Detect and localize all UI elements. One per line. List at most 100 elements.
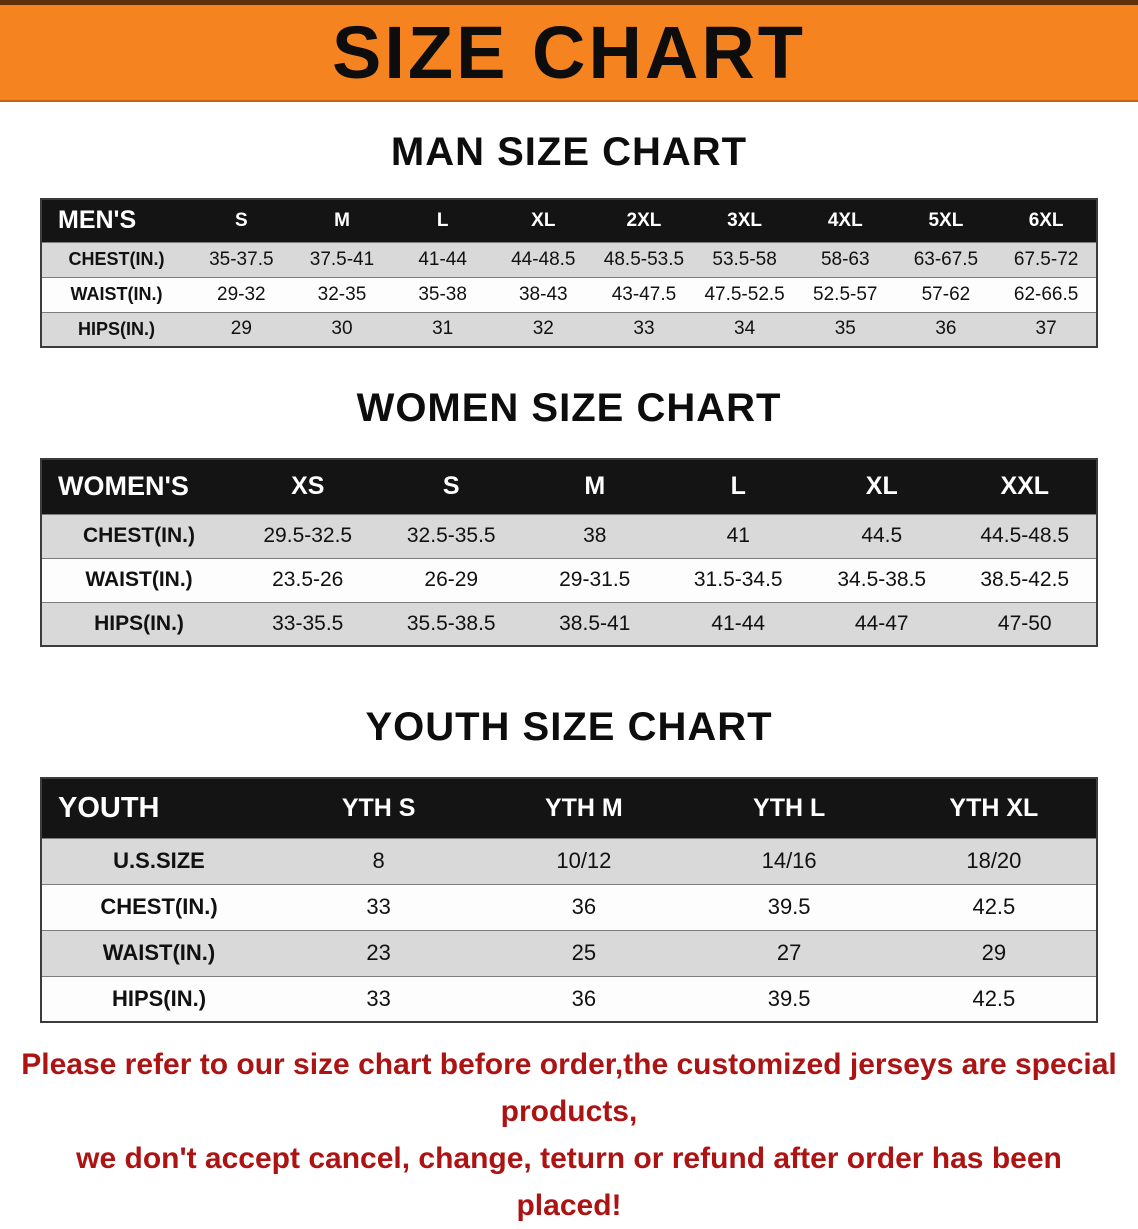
table-cell: 14/16 [686,837,892,884]
row-label: CHEST(IN.) [41,513,236,558]
table-cell: 32.5-35.5 [379,513,523,558]
table-cell: 35-37.5 [191,241,292,277]
size-table: WOMEN'S XS S M L XL XXL CHEST(IN.) 29.5-32.5 32.5… [40,458,1098,647]
column-header: L [392,199,493,242]
table-corner-label: WOMEN'S [41,459,236,514]
table-cell: 44.5 [810,513,954,558]
table-cell: 47-50 [953,601,1097,646]
womens-size-table: WOMEN'S XS S M L XL XXL CHEST(IN.) 29.5-32.5 32.5… [40,458,1098,647]
table-header-row: MEN'S S M L XL 2XL 3XL 4XL 5XL 6XL [41,199,1097,242]
table-corner-label: MEN'S [41,199,191,242]
table-cell: 37 [996,311,1097,347]
table-corner-label: YOUTH [41,778,276,838]
table-cell: 35 [794,311,896,347]
table-cell: 53.5-58 [694,241,795,277]
table-cell: 35-38 [392,276,493,312]
column-header: XXL [953,459,1097,514]
table-cell: 41-44 [392,241,493,277]
table-cell: 57-62 [895,276,997,312]
table-cell: 29.5-32.5 [236,513,380,558]
order-policy-line-1: Please refer to our size chart before or… [21,1048,1117,1128]
table-cell: 33 [276,883,482,930]
table-row: HIPS(IN.) 33-35.5 35.5-38.5 38.5-41 41-44 44-… [41,601,1097,646]
table-cell: 38-43 [492,276,594,312]
table-row: HIPS(IN.) 29 30 31 32 33 34 35 36 37 [41,311,1097,347]
column-header: M [291,199,393,242]
table-cell: 34 [694,311,795,347]
table-cell: 39.5 [686,975,892,1022]
table-cell: 67.5-72 [996,241,1097,277]
table-cell: 32 [492,311,594,347]
table-cell: 29-31.5 [523,557,667,602]
column-header: S [379,459,523,514]
table-cell: 33 [593,311,695,347]
table-cell: 44.5-48.5 [953,513,1097,558]
column-header: XL [492,199,594,242]
table-cell: 32-35 [291,276,393,312]
row-label: HIPS(IN.) [41,311,191,347]
table-row: CHEST(IN.) 33 36 39.5 42.5 [41,883,1097,930]
table-cell: 30 [291,311,393,347]
table-cell: 52.5-57 [794,276,896,312]
youth-size-table: YOUTH YTH S YTH M YTH L YTH XL U.S.SIZE 8 10/12… [40,777,1098,1023]
table-row: CHEST(IN.) 29.5-32.5 32.5-35.5 38 41 44.5 44.5… [41,513,1097,558]
table-row: CHEST(IN.) 35-37.5 37.5-41 41-44 44-48.5 48.5… [41,241,1097,277]
womens-section-heading: WOMEN SIZE CHART [356,386,782,430]
column-header: XS [236,459,380,514]
column-header: S [191,199,292,242]
table-cell: 31 [392,311,493,347]
table-cell: 41 [666,513,810,558]
table-cell: 58-63 [794,241,896,277]
table-cell: 36 [895,311,997,347]
column-header: YTH L [686,778,892,838]
column-header: YTH XL [891,778,1097,838]
column-header: L [666,459,810,514]
table-header-row: YOUTH YTH S YTH M YTH L YTH XL [41,778,1097,838]
size-table: MEN'S S M L XL 2XL 3XL 4XL 5XL 6XL CHEST(IN.) 35-37… [40,198,1098,348]
table-cell: 36 [481,883,687,930]
table-cell: 43-47.5 [593,276,695,312]
table-cell: 38.5-41 [523,601,667,646]
column-header: 6XL [996,199,1097,242]
table-cell: 47.5-52.5 [694,276,795,312]
table-cell: 33 [276,975,482,1022]
column-header: 5XL [895,199,997,242]
table-cell: 62-66.5 [996,276,1097,312]
table-cell: 48.5-53.5 [593,241,695,277]
column-header: 4XL [794,199,896,242]
row-label: U.S.SIZE [41,837,276,884]
table-cell: 42.5 [891,975,1097,1022]
table-cell: 38 [523,513,667,558]
table-cell: 25 [481,929,687,976]
table-row: U.S.SIZE 8 10/12 14/16 18/20 [41,837,1097,884]
table-cell: 27 [686,929,892,976]
table-cell: 10/12 [481,837,687,884]
table-cell: 26-29 [379,557,523,602]
column-header: YTH M [481,778,687,838]
table-cell: 34.5-38.5 [810,557,954,602]
table-cell: 42.5 [891,883,1097,930]
column-header: 2XL [593,199,695,242]
table-header-row: WOMEN'S XS S M L XL XXL [41,459,1097,514]
table-cell: 38.5-42.5 [953,557,1097,602]
table-cell: 39.5 [686,883,892,930]
table-cell: 23 [276,929,482,976]
table-cell: 63-67.5 [895,241,997,277]
table-cell: 29-32 [191,276,292,312]
table-row: WAIST(IN.) 29-32 32-35 35-38 38-43 43-47.5 47.… [41,276,1097,312]
mens-size-table: MEN'S S M L XL 2XL 3XL 4XL 5XL 6XL CHEST(IN.) 35-37… [40,198,1098,348]
row-label: WAIST(IN.) [41,276,191,312]
row-label: WAIST(IN.) [41,557,236,602]
table-cell: 18/20 [891,837,1097,884]
column-header: M [523,459,667,514]
table-cell: 36 [481,975,687,1022]
table-cell: 8 [276,837,482,884]
column-header: XL [810,459,954,514]
row-label: CHEST(IN.) [41,883,276,930]
table-cell: 29 [891,929,1097,976]
row-label: HIPS(IN.) [41,975,276,1022]
size-chart-banner: SIZE CHART [0,0,1138,102]
table-row: WAIST(IN.) 23.5-26 26-29 29-31.5 31.5-34.5 34… [41,557,1097,602]
table-row: WAIST(IN.) 23 25 27 29 [41,929,1097,976]
order-policy-note: Please refer to our size chart before or… [0,1041,1138,1229]
